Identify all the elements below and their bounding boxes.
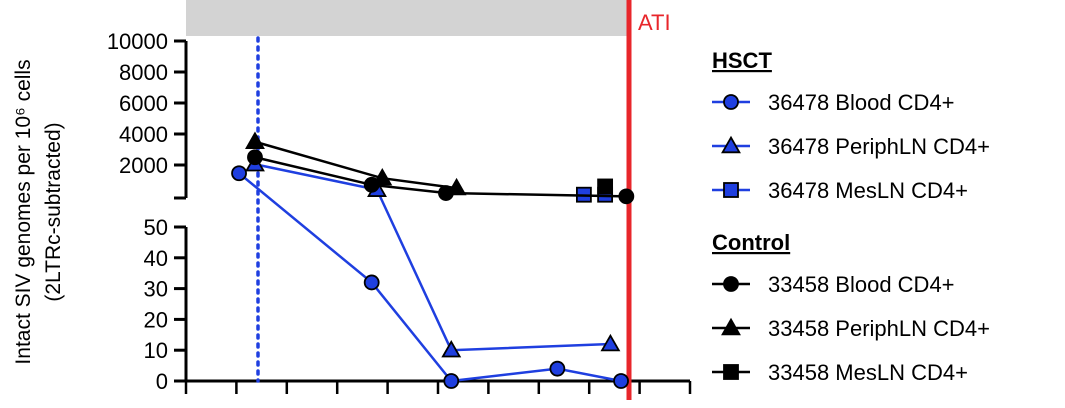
series-layer <box>232 133 633 388</box>
legend-marker <box>724 365 738 379</box>
legend-entry-label: 33458 MesLN CD4+ <box>768 360 968 385</box>
data-point <box>444 374 458 388</box>
legend-entry-label: 33458 PeriphLN CD4+ <box>768 316 990 341</box>
pre-ati-shaded-bar <box>186 0 628 36</box>
legend-entry-label: 33458 Blood CD4+ <box>768 272 955 297</box>
y-axis-label-line2: (2LTRc-subtracted) <box>42 122 65 301</box>
series-36478-blood-cd4- <box>232 166 628 388</box>
y-tick-label-lower: 30 <box>144 277 168 302</box>
legend-entry-label: 36478 MesLN CD4+ <box>768 178 968 203</box>
legend-marker <box>724 183 738 197</box>
series-33458-mesln-cd4- <box>598 179 612 193</box>
data-point <box>602 336 619 351</box>
y-tick-label-upper: 2000 <box>119 153 168 178</box>
data-point <box>247 133 264 148</box>
legend-entry-label: 36478 Blood CD4+ <box>768 90 955 115</box>
legend-group-title: HSCT <box>712 48 772 73</box>
y-tick-label-lower: 0 <box>156 369 168 394</box>
y-axis-label-line1: Intact SIV genomes per 10⁶ cells <box>12 59 35 364</box>
data-point <box>619 189 633 203</box>
data-point <box>550 362 564 376</box>
series-line <box>239 173 621 381</box>
y-tick-label-upper: 10000 <box>107 29 168 54</box>
ati-label: ATI <box>638 10 671 35</box>
legend-marker <box>724 95 738 109</box>
y-tick-label-lower: 40 <box>144 246 168 271</box>
legend-entry-label: 36478 PeriphLN CD4+ <box>768 134 990 159</box>
legend-marker <box>724 277 738 291</box>
y-tick-label-upper: 6000 <box>119 91 168 116</box>
y-tick-label-upper: 8000 <box>119 60 168 85</box>
series-33458-blood-cd4- <box>248 150 633 203</box>
data-point <box>232 166 246 180</box>
axes: 10000 8000 6000 4000 2000 50 40 30 20 10 0 <box>107 29 690 394</box>
y-axis-label: Intact SIV genomes per 10⁶ cells (2LTRc-… <box>12 59 65 364</box>
data-point <box>365 275 379 289</box>
y-tick-label-lower: 50 <box>144 215 168 240</box>
y-tick-label-upper: 4000 <box>119 122 168 147</box>
data-point <box>248 150 262 164</box>
data-point <box>614 374 628 388</box>
legend: HSCT 36478 Blood CD4+ 36478 PeriphLN CD4+ 3… <box>712 48 990 385</box>
y-tick-label-lower: 20 <box>144 307 168 332</box>
data-point <box>598 179 612 193</box>
legend-group-title: Control <box>712 230 790 255</box>
y-tick-label-lower: 10 <box>144 338 168 363</box>
